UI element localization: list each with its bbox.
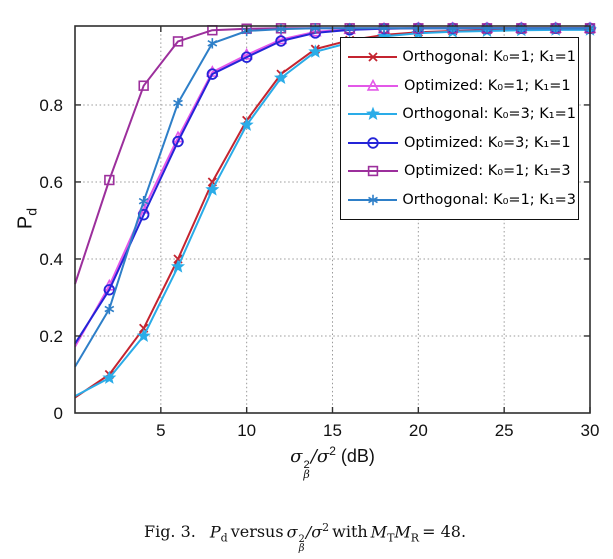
- y-axis-label: Pd: [15, 196, 40, 242]
- star-marker: [102, 370, 117, 384]
- triangle-marker: [366, 78, 380, 91]
- legend-entry-label: Optimized: K₀=1; K₁=3: [404, 163, 571, 180]
- caption-equals-value: = 48.: [422, 522, 467, 542]
- legend-entry-label: Optimized: K₀=3; K₁=1: [404, 134, 571, 151]
- legend-sample-star-icon: [348, 106, 398, 121]
- y-tick-label: 0.6: [39, 173, 63, 192]
- xlabel-slash-sigma: /σ: [310, 446, 330, 467]
- y-tick-label: 0.2: [39, 327, 63, 346]
- y-tick-label: 0: [54, 404, 63, 423]
- square-marker: [367, 166, 379, 177]
- xlabel-superscript-2: 2: [329, 444, 336, 458]
- circle-marker: [367, 137, 379, 149]
- caption-mr-sub: R: [410, 531, 420, 545]
- legend-entry-label: Orthogonal: K₀=3; K₁=1: [402, 106, 576, 123]
- legend-entry: Orthogonal: K₀=1; K₁=1: [347, 44, 576, 70]
- asterisk-marker: [368, 194, 378, 205]
- legend-sample-asterisk-icon: [348, 194, 398, 205]
- caption-sigma-sub: β: [298, 542, 305, 554]
- x-tick-label: 25: [495, 421, 514, 440]
- legend-sample-square-icon: [348, 166, 398, 177]
- x-axis-label: σ 2 β/σ2 (dB): [75, 444, 590, 480]
- figure-caption: Fig. 3. Pd versus σ 2 β/σ2 with MTMR = 48.: [0, 521, 613, 553]
- legend-entry-label: Orthogonal: K₀=1; K₁=1: [402, 49, 576, 66]
- caption-slash-sigma: /σ: [305, 522, 323, 542]
- legend-entry: Optimized: K₀=1; K₁=1: [347, 73, 576, 99]
- asterisk-marker: [104, 303, 115, 315]
- square-marker: [138, 80, 149, 91]
- square-marker: [104, 174, 115, 186]
- legend-sample-x-icon: [348, 52, 398, 62]
- asterisk-marker: [138, 196, 149, 207]
- legend-entry: Optimized: K₀=3; K₁=1: [347, 130, 576, 156]
- line-chart-svg: 5 10 15 20 25 30 0 0.2 0.4 0.6 0.8: [39, 21, 600, 440]
- legend-entry: Orthogonal: K₀=1; K₁=3: [347, 187, 576, 213]
- x-tick-label: 30: [581, 421, 600, 440]
- legend-entry: Optimized: K₀=1; K₁=3: [347, 158, 576, 184]
- xlabel-subscript: β: [303, 468, 310, 482]
- caption-mr: M: [394, 522, 411, 542]
- xlabel-superscript: 2: [303, 458, 310, 471]
- caption-pd: P: [209, 522, 221, 542]
- legend-entry-label: Orthogonal: K₀=1; K₁=3: [402, 191, 576, 208]
- legend-entry: Orthogonal: K₀=3; K₁=1: [347, 101, 576, 127]
- star-marker: [273, 70, 289, 84]
- star-marker: [170, 259, 186, 273]
- circle-marker: [275, 35, 287, 47]
- x-marker: [368, 52, 378, 62]
- star-marker: [239, 117, 254, 131]
- y-axis-label-text: P: [14, 215, 37, 230]
- legend: Orthogonal: K₀=1; K₁=1 Optimized: K₀=1; K…: [340, 37, 579, 220]
- caption-sigma-sup: 2: [298, 534, 305, 546]
- circle-marker: [206, 68, 219, 80]
- x-tick-label: 10: [237, 421, 256, 440]
- triangle-marker: [274, 32, 288, 45]
- y-tick-label: 0.4: [39, 250, 63, 269]
- square-marker: [172, 36, 184, 47]
- caption-sigma: σ: [286, 522, 298, 542]
- xlabel-sigma: σ: [290, 446, 303, 467]
- star-marker: [136, 328, 151, 342]
- circle-marker: [240, 51, 253, 63]
- legend-sample-triangle-icon: [348, 78, 398, 91]
- star-marker: [365, 106, 381, 121]
- x-tick-label: 15: [323, 421, 342, 440]
- caption-mt-sub: T: [387, 531, 395, 545]
- x-tick-label: 5: [156, 421, 165, 440]
- axis-ticks: [75, 26, 591, 413]
- caption-versus: versus: [230, 522, 284, 542]
- circle-marker: [103, 284, 116, 296]
- legend-entry-label: Optimized: K₀=1; K₁=1: [404, 77, 571, 94]
- y-tick-label: 0.8: [39, 96, 63, 115]
- caption-pd-sub: d: [220, 531, 228, 545]
- circle-marker: [172, 135, 184, 148]
- legend-sample-circle-icon: [348, 137, 398, 149]
- caption-slash-sigma-sup: 2: [322, 521, 330, 534]
- asterisk-marker: [207, 38, 218, 49]
- star-marker: [308, 44, 323, 58]
- star-marker: [205, 182, 220, 196]
- caption-with: with: [332, 522, 368, 542]
- caption-mt: M: [370, 522, 388, 542]
- x-tick-label: 20: [409, 421, 428, 440]
- triangle-marker: [309, 24, 322, 37]
- asterisk-marker: [173, 97, 183, 109]
- xlabel-unit: (dB): [340, 446, 375, 466]
- triangle-marker: [240, 47, 253, 60]
- y-axis-label-subscript: d: [23, 207, 40, 216]
- caption-figure-number: Fig. 3.: [143, 522, 196, 542]
